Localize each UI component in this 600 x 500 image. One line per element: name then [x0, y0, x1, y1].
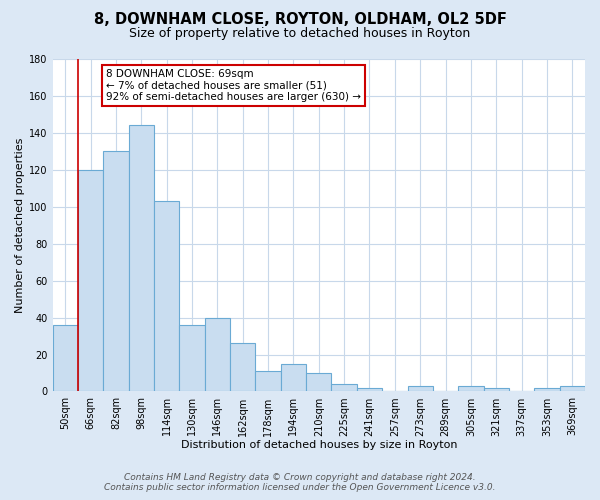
Bar: [103, 152, 128, 392]
Bar: [281, 364, 306, 392]
Bar: [357, 388, 382, 392]
Bar: [128, 126, 154, 392]
X-axis label: Distribution of detached houses by size in Royton: Distribution of detached houses by size …: [181, 440, 457, 450]
Bar: [154, 201, 179, 392]
Text: 8 DOWNHAM CLOSE: 69sqm
← 7% of detached houses are smaller (51)
92% of semi-deta: 8 DOWNHAM CLOSE: 69sqm ← 7% of detached …: [106, 69, 361, 102]
Bar: [179, 325, 205, 392]
Bar: [78, 170, 103, 392]
Bar: [331, 384, 357, 392]
Bar: [407, 386, 433, 392]
Text: 8, DOWNHAM CLOSE, ROYTON, OLDHAM, OL2 5DF: 8, DOWNHAM CLOSE, ROYTON, OLDHAM, OL2 5D…: [94, 12, 506, 28]
Text: Contains HM Land Registry data © Crown copyright and database right 2024.
Contai: Contains HM Land Registry data © Crown c…: [104, 473, 496, 492]
Bar: [205, 318, 230, 392]
Bar: [256, 371, 281, 392]
Text: Size of property relative to detached houses in Royton: Size of property relative to detached ho…: [130, 28, 470, 40]
Bar: [230, 344, 256, 392]
Bar: [53, 325, 78, 392]
Bar: [534, 388, 560, 392]
Bar: [458, 386, 484, 392]
Y-axis label: Number of detached properties: Number of detached properties: [15, 138, 25, 313]
Bar: [560, 386, 585, 392]
Bar: [484, 388, 509, 392]
Bar: [306, 373, 331, 392]
